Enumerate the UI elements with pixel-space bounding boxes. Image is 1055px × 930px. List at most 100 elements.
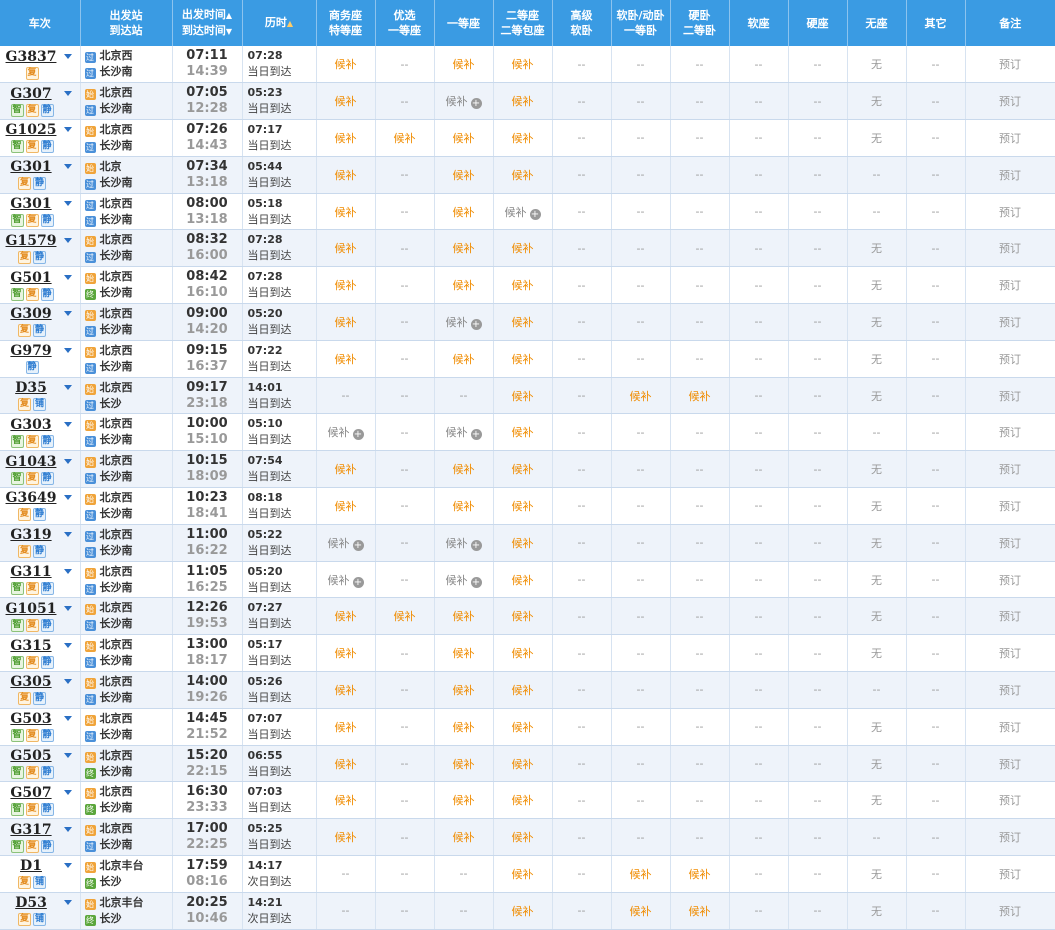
- houbu-link[interactable]: 候补: [452, 831, 475, 845]
- seat-business[interactable]: 候补: [316, 818, 376, 857]
- train-number-link[interactable]: G3837: [5, 48, 57, 65]
- expand-stops-icon[interactable]: [64, 164, 72, 170]
- houbu-link[interactable]: 候补: [452, 757, 475, 771]
- book-button[interactable]: 预订: [999, 647, 1021, 661]
- remark-cell[interactable]: 预订: [965, 377, 1055, 415]
- remark-cell[interactable]: 预订: [965, 46, 1055, 84]
- train-number-link[interactable]: G505: [10, 748, 52, 765]
- expand-stops-icon[interactable]: [64, 90, 72, 96]
- seat-business[interactable]: 候补: [316, 781, 376, 820]
- houbu-link[interactable]: 候补: [334, 683, 357, 697]
- expand-stops-icon[interactable]: [64, 753, 72, 759]
- expand-stops-icon[interactable]: [64, 495, 72, 501]
- book-button[interactable]: 预订: [999, 58, 1021, 72]
- remark-cell[interactable]: 预订: [965, 413, 1055, 452]
- seat-second[interactable]: 候补: [493, 708, 553, 746]
- book-button[interactable]: 预订: [999, 536, 1021, 550]
- seat-second[interactable]: 候补: [493, 855, 553, 893]
- seat-premium[interactable]: 候补: [375, 597, 435, 636]
- plus-icon[interactable]: +: [352, 576, 364, 588]
- seat-soft-sleeper[interactable]: 候补: [611, 892, 671, 930]
- seat-business[interactable]: 候补: [316, 82, 376, 121]
- remark-cell[interactable]: 预订: [965, 524, 1055, 562]
- houbu-link[interactable]: 候补: [511, 426, 534, 440]
- houbu-link[interactable]: 候补: [334, 352, 357, 366]
- header-arr-time[interactable]: 到达时间: [181, 24, 226, 37]
- remark-cell[interactable]: 预订: [965, 708, 1055, 746]
- seat-second[interactable]: 候补: [493, 119, 553, 157]
- train-number-link[interactable]: G1579: [5, 232, 57, 249]
- houbu-link[interactable]: 候补: [445, 315, 468, 329]
- seat-first[interactable]: 候补 +: [434, 524, 494, 562]
- expand-stops-icon[interactable]: [64, 826, 72, 832]
- seat-second[interactable]: 候补: [493, 82, 553, 121]
- houbu-link[interactable]: 候补: [334, 58, 357, 72]
- houbu-link[interactable]: 候补: [688, 867, 711, 881]
- houbu-link[interactable]: 候补: [629, 389, 652, 403]
- train-number-link[interactable]: G305: [10, 674, 52, 691]
- expand-stops-icon[interactable]: [64, 789, 72, 795]
- expand-stops-icon[interactable]: [64, 348, 72, 354]
- train-number-link[interactable]: G307: [10, 85, 52, 102]
- plus-icon[interactable]: +: [529, 208, 541, 220]
- seat-soft-sleeper[interactable]: 候补: [611, 855, 671, 893]
- book-button[interactable]: 预订: [999, 389, 1021, 403]
- expand-stops-icon[interactable]: [64, 900, 72, 906]
- expand-stops-icon[interactable]: [64, 127, 72, 133]
- seat-first[interactable]: 候补: [434, 708, 494, 746]
- header-time[interactable]: 出发时间▲ 到达时间▼: [172, 0, 243, 46]
- train-number-link[interactable]: G317: [10, 821, 52, 838]
- seat-business[interactable]: 候补: [316, 303, 376, 341]
- houbu-link[interactable]: 候补: [511, 867, 534, 881]
- seat-business[interactable]: 候补 +: [316, 561, 376, 599]
- houbu-link[interactable]: 候补: [452, 463, 475, 477]
- seat-business[interactable]: 候补: [316, 156, 376, 194]
- book-button[interactable]: 预订: [999, 794, 1021, 808]
- remark-cell[interactable]: 预订: [965, 892, 1055, 930]
- plus-icon[interactable]: +: [470, 429, 482, 441]
- seat-second[interactable]: 候补: [493, 303, 553, 341]
- houbu-link[interactable]: 候补: [452, 131, 475, 145]
- remark-cell[interactable]: 预订: [965, 597, 1055, 636]
- book-button[interactable]: 预订: [999, 168, 1021, 182]
- houbu-link[interactable]: 候补: [504, 205, 527, 219]
- houbu-link[interactable]: 候补: [452, 683, 475, 697]
- remark-cell[interactable]: 预订: [965, 818, 1055, 857]
- seat-second[interactable]: 候补: [493, 377, 553, 415]
- remark-cell[interactable]: 预订: [965, 487, 1055, 525]
- train-number-link[interactable]: G301: [10, 196, 52, 213]
- houbu-link[interactable]: 候补: [511, 610, 534, 624]
- seat-second[interactable]: 候补: [493, 561, 553, 599]
- houbu-link[interactable]: 候补: [334, 610, 357, 624]
- expand-stops-icon[interactable]: [64, 458, 72, 464]
- train-number-link[interactable]: G309: [10, 306, 52, 323]
- seat-second[interactable]: 候补: [493, 745, 553, 783]
- seat-business[interactable]: 候补 +: [316, 413, 376, 452]
- train-number-link[interactable]: G315: [10, 637, 52, 654]
- expand-stops-icon[interactable]: [64, 679, 72, 685]
- book-button[interactable]: 预订: [999, 95, 1021, 109]
- train-number-link[interactable]: G311: [10, 564, 52, 581]
- houbu-link[interactable]: 候补: [688, 904, 711, 918]
- train-number-link[interactable]: D1: [20, 858, 42, 875]
- expand-stops-icon[interactable]: [64, 532, 72, 538]
- houbu-link[interactable]: 候补: [393, 610, 416, 624]
- houbu-link[interactable]: 候补: [327, 536, 350, 550]
- houbu-link[interactable]: 候补: [511, 647, 534, 661]
- expand-stops-icon[interactable]: [64, 274, 72, 280]
- seat-soft-sleeper[interactable]: 候补: [611, 377, 671, 415]
- seat-second[interactable]: 候补: [493, 487, 553, 525]
- train-number-link[interactable]: D35: [15, 380, 47, 397]
- header-duration[interactable]: 历时▲: [242, 0, 317, 46]
- book-button[interactable]: 预订: [999, 315, 1021, 329]
- houbu-link[interactable]: 候补: [334, 242, 357, 256]
- seat-business[interactable]: 候补: [316, 597, 376, 636]
- houbu-link[interactable]: 候补: [334, 95, 357, 109]
- seat-first[interactable]: 候补 +: [434, 303, 494, 341]
- seat-business[interactable]: 候补: [316, 46, 376, 84]
- book-button[interactable]: 预订: [999, 279, 1021, 293]
- houbu-link[interactable]: 候补: [511, 168, 534, 182]
- seat-first[interactable]: 候补: [434, 193, 494, 231]
- houbu-link[interactable]: 候补: [511, 904, 534, 918]
- seat-second[interactable]: 候补: [493, 413, 553, 452]
